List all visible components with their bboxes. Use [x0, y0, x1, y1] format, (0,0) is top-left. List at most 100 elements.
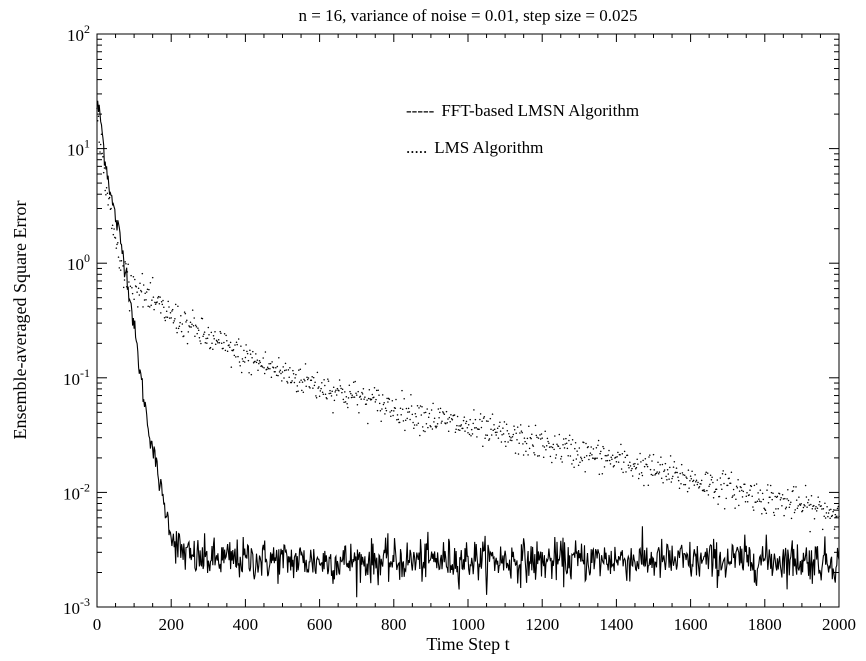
series-lms-algorithm-point [254, 360, 256, 363]
series-lms-algorithm-point [608, 449, 610, 452]
series-lms-algorithm-point [649, 468, 652, 471]
series-lms-algorithm-point [174, 303, 177, 306]
series-lms-algorithm-point [237, 355, 239, 358]
series-lms-algorithm-point [603, 447, 605, 450]
series-lms-algorithm-point [204, 342, 207, 344]
series-lms-algorithm-point [644, 457, 647, 460]
series-lms-algorithm-point [718, 495, 721, 498]
series-lms-algorithm-point [482, 445, 484, 447]
series-lms-algorithm-point [117, 256, 120, 258]
series-lms-algorithm-point [703, 489, 705, 491]
series-lms-algorithm-point [513, 428, 516, 431]
series-lms-algorithm-point [412, 421, 414, 424]
series-lms-algorithm-point [810, 503, 812, 506]
series-lms-algorithm-point [178, 325, 181, 327]
x-tick-label: 600 [307, 615, 333, 634]
series-lms-algorithm-point [206, 337, 209, 340]
series-lms-algorithm-point [105, 186, 108, 189]
series-lms-algorithm-point [466, 427, 469, 429]
series-lms-algorithm-point [191, 323, 193, 325]
series-lms-algorithm-point [447, 418, 449, 420]
series-lms-algorithm-point [695, 479, 698, 482]
series-lms-algorithm-point [147, 305, 149, 307]
series-lms-algorithm-point [621, 452, 624, 455]
series-lms-algorithm-point [488, 439, 490, 441]
series-lms-algorithm-point [175, 327, 178, 329]
series-lms-algorithm-point [220, 332, 222, 335]
series-lms-algorithm-point [467, 424, 470, 426]
series-lms-algorithm-point [648, 456, 650, 458]
series-lms-algorithm-point [491, 413, 494, 415]
series-lms-algorithm-point [725, 497, 727, 500]
series-lms-algorithm-point [511, 436, 514, 438]
series-lms-algorithm-point [122, 286, 125, 289]
series-lms-algorithm-point [387, 401, 389, 403]
legend-label: FFT-based LMSN Algorithm [441, 101, 639, 120]
series-lms-algorithm-point [540, 433, 543, 435]
series-lms-algorithm-point [279, 369, 282, 372]
series-lms-algorithm-point [677, 476, 679, 478]
series-lms-algorithm-point [181, 323, 184, 325]
series-lms-algorithm-point [815, 506, 817, 508]
series-lms-algorithm-point [590, 446, 592, 448]
series-lms-algorithm-point [255, 361, 258, 364]
series-lms-algorithm-point [286, 380, 288, 383]
series-lms-algorithm-point [154, 301, 156, 304]
series-lms-algorithm-point [700, 479, 703, 482]
series-lms-algorithm-point [278, 357, 280, 359]
series-lms-algorithm-point [558, 433, 561, 436]
series-lms-algorithm-point [677, 479, 680, 482]
series-lms-algorithm-point [804, 505, 806, 507]
series-lms-algorithm-point [443, 413, 446, 416]
series-lms-algorithm-point [790, 501, 792, 504]
series-lms-algorithm-point [626, 454, 629, 457]
series-lms-algorithm-point [722, 470, 724, 472]
series-lms-algorithm-point [711, 476, 713, 479]
series-lms-algorithm-point [435, 426, 437, 429]
series-lms-algorithm-point [620, 443, 622, 446]
series-lms-algorithm-point [332, 386, 335, 389]
series-lms-algorithm-point [270, 376, 273, 378]
series-lms-algorithm-point [576, 450, 578, 452]
series-lms-algorithm-point [588, 458, 590, 461]
series-lms-algorithm-point [250, 373, 253, 376]
series-lms-algorithm-point [828, 509, 831, 511]
series-lms-algorithm-point [551, 446, 554, 449]
series-lms-algorithm-point [278, 371, 281, 373]
series-lms-algorithm-point [571, 463, 573, 465]
series-lms-algorithm-point [732, 488, 735, 491]
series-lms-algorithm-point [657, 473, 660, 475]
series-lms-algorithm-point [388, 398, 391, 400]
series-lms-algorithm-point [723, 508, 726, 510]
series-lms-algorithm-point [505, 445, 507, 447]
series-lms-algorithm-point [789, 503, 791, 506]
series-lms-algorithm-point [277, 374, 279, 377]
series-lms-algorithm-point [150, 304, 152, 307]
series-lms-algorithm-point [251, 357, 253, 359]
series-lms-algorithm-point [583, 441, 585, 444]
series-lms-algorithm-point [592, 448, 595, 450]
series-lms-algorithm-point [832, 510, 834, 513]
series-lms-algorithm-point [162, 299, 164, 302]
series-lms-algorithm-point [822, 507, 825, 510]
series-lms-algorithm-point [223, 341, 225, 344]
series-lms-algorithm-point [295, 373, 297, 376]
series-lms-algorithm-point [758, 500, 761, 502]
series-lms-algorithm-point [168, 317, 171, 319]
series-lms-algorithm-point [516, 426, 519, 428]
series-lms-algorithm-point [760, 501, 762, 503]
series-lms-algorithm-point [600, 457, 603, 460]
series-lms-algorithm-point [548, 446, 551, 448]
series-lms-algorithm-point [292, 369, 294, 372]
series-lms-algorithm-point [161, 303, 164, 306]
series-lms-algorithm-point [543, 446, 546, 448]
series-lms-algorithm-point [439, 407, 442, 410]
series-lms-algorithm-point [386, 397, 388, 400]
series-lms-algorithm-point [574, 447, 576, 450]
series-lms-algorithm-point [802, 506, 805, 509]
series-lms-algorithm-point [117, 241, 119, 244]
series-lms-algorithm-point [468, 433, 471, 436]
x-tick-label: 1200 [525, 615, 559, 634]
series-lms-algorithm-point [482, 417, 485, 419]
series-lms-algorithm-point [794, 509, 796, 511]
